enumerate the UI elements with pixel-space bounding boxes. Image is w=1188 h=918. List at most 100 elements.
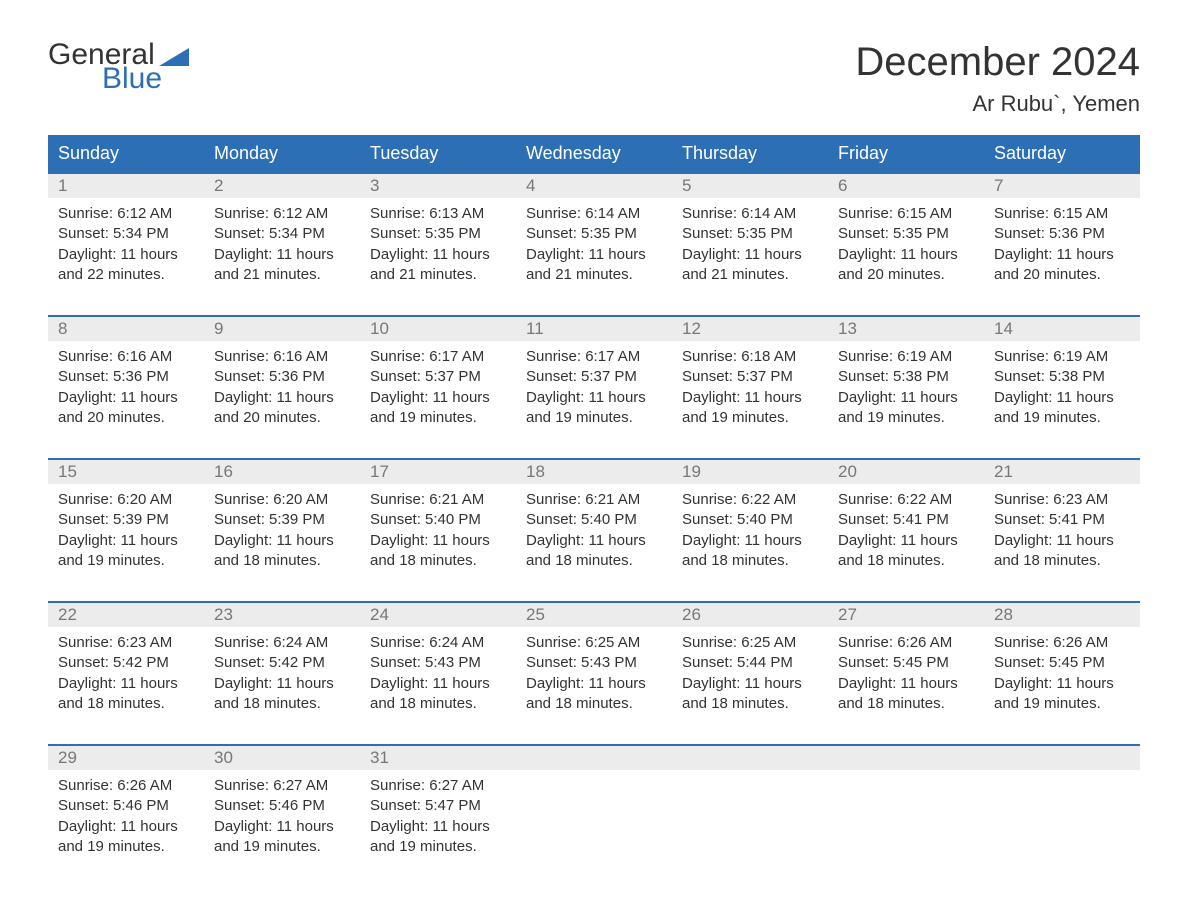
sunset-line: Sunset: 5:37 PM bbox=[370, 367, 506, 387]
day-cell bbox=[984, 770, 1140, 863]
daylight-line: Daylight: 11 hours and 19 minutes. bbox=[370, 388, 506, 429]
day-cell: Sunrise: 6:21 AMSunset: 5:40 PMDaylight:… bbox=[516, 484, 672, 577]
daylight-line: Daylight: 11 hours and 20 minutes. bbox=[58, 388, 194, 429]
day-number: 13 bbox=[828, 317, 984, 341]
sunset-line: Sunset: 5:43 PM bbox=[526, 653, 662, 673]
day-number: 12 bbox=[672, 317, 828, 341]
sunrise-line: Sunrise: 6:20 AM bbox=[214, 490, 350, 510]
day-cell: Sunrise: 6:16 AMSunset: 5:36 PMDaylight:… bbox=[48, 341, 204, 434]
dow-cell: Sunday bbox=[48, 135, 204, 172]
day-number bbox=[828, 746, 984, 770]
week-row: 22232425262728Sunrise: 6:23 AMSunset: 5:… bbox=[48, 601, 1140, 720]
sunset-line: Sunset: 5:35 PM bbox=[370, 224, 506, 244]
sunset-line: Sunset: 5:35 PM bbox=[838, 224, 974, 244]
daylight-line: Daylight: 11 hours and 18 minutes. bbox=[370, 531, 506, 572]
day-number-strip: 22232425262728 bbox=[48, 603, 1140, 627]
sunrise-line: Sunrise: 6:12 AM bbox=[214, 204, 350, 224]
sunset-line: Sunset: 5:46 PM bbox=[58, 796, 194, 816]
day-cell: Sunrise: 6:26 AMSunset: 5:45 PMDaylight:… bbox=[828, 627, 984, 720]
sunrise-line: Sunrise: 6:24 AM bbox=[370, 633, 506, 653]
daylight-line: Daylight: 11 hours and 19 minutes. bbox=[214, 817, 350, 858]
sunrise-line: Sunrise: 6:15 AM bbox=[838, 204, 974, 224]
day-number: 29 bbox=[48, 746, 204, 770]
day-number: 27 bbox=[828, 603, 984, 627]
day-number: 1 bbox=[48, 174, 204, 198]
day-number: 21 bbox=[984, 460, 1140, 484]
sunset-line: Sunset: 5:38 PM bbox=[994, 367, 1130, 387]
sunrise-line: Sunrise: 6:26 AM bbox=[994, 633, 1130, 653]
daylight-line: Daylight: 11 hours and 21 minutes. bbox=[370, 245, 506, 286]
sunrise-line: Sunrise: 6:21 AM bbox=[370, 490, 506, 510]
sunrise-line: Sunrise: 6:26 AM bbox=[58, 776, 194, 796]
day-number: 30 bbox=[204, 746, 360, 770]
day-number: 6 bbox=[828, 174, 984, 198]
day-cell: Sunrise: 6:18 AMSunset: 5:37 PMDaylight:… bbox=[672, 341, 828, 434]
title-block: December 2024 Ar Rubu`, Yemen bbox=[855, 40, 1140, 117]
day-number bbox=[672, 746, 828, 770]
sunset-line: Sunset: 5:39 PM bbox=[58, 510, 194, 530]
day-cell: Sunrise: 6:25 AMSunset: 5:43 PMDaylight:… bbox=[516, 627, 672, 720]
week-row: 1234567Sunrise: 6:12 AMSunset: 5:34 PMDa… bbox=[48, 172, 1140, 291]
sunset-line: Sunset: 5:45 PM bbox=[994, 653, 1130, 673]
dow-cell: Thursday bbox=[672, 135, 828, 172]
day-cell: Sunrise: 6:25 AMSunset: 5:44 PMDaylight:… bbox=[672, 627, 828, 720]
day-number: 19 bbox=[672, 460, 828, 484]
day-number-strip: 1234567 bbox=[48, 174, 1140, 198]
daylight-line: Daylight: 11 hours and 19 minutes. bbox=[58, 531, 194, 572]
day-number: 10 bbox=[360, 317, 516, 341]
day-number: 24 bbox=[360, 603, 516, 627]
sunrise-line: Sunrise: 6:22 AM bbox=[682, 490, 818, 510]
daylight-line: Daylight: 11 hours and 18 minutes. bbox=[526, 674, 662, 715]
day-number: 28 bbox=[984, 603, 1140, 627]
sunrise-line: Sunrise: 6:21 AM bbox=[526, 490, 662, 510]
sunrise-line: Sunrise: 6:19 AM bbox=[838, 347, 974, 367]
day-number bbox=[516, 746, 672, 770]
sunset-line: Sunset: 5:35 PM bbox=[526, 224, 662, 244]
sunrise-line: Sunrise: 6:23 AM bbox=[994, 490, 1130, 510]
sunrise-line: Sunrise: 6:20 AM bbox=[58, 490, 194, 510]
daylight-line: Daylight: 11 hours and 22 minutes. bbox=[58, 245, 194, 286]
daylight-line: Daylight: 11 hours and 18 minutes. bbox=[58, 674, 194, 715]
day-cell: Sunrise: 6:17 AMSunset: 5:37 PMDaylight:… bbox=[360, 341, 516, 434]
day-body-row: Sunrise: 6:23 AMSunset: 5:42 PMDaylight:… bbox=[48, 627, 1140, 720]
dow-cell: Wednesday bbox=[516, 135, 672, 172]
sunrise-line: Sunrise: 6:18 AM bbox=[682, 347, 818, 367]
sunrise-line: Sunrise: 6:25 AM bbox=[682, 633, 818, 653]
sunrise-line: Sunrise: 6:16 AM bbox=[58, 347, 194, 367]
daylight-line: Daylight: 11 hours and 20 minutes. bbox=[994, 245, 1130, 286]
day-number: 20 bbox=[828, 460, 984, 484]
sunset-line: Sunset: 5:38 PM bbox=[838, 367, 974, 387]
sunset-line: Sunset: 5:36 PM bbox=[214, 367, 350, 387]
sunrise-line: Sunrise: 6:27 AM bbox=[214, 776, 350, 796]
week-row: 15161718192021Sunrise: 6:20 AMSunset: 5:… bbox=[48, 458, 1140, 577]
sunset-line: Sunset: 5:40 PM bbox=[682, 510, 818, 530]
day-number: 22 bbox=[48, 603, 204, 627]
day-cell: Sunrise: 6:22 AMSunset: 5:41 PMDaylight:… bbox=[828, 484, 984, 577]
sunset-line: Sunset: 5:46 PM bbox=[214, 796, 350, 816]
day-cell: Sunrise: 6:15 AMSunset: 5:36 PMDaylight:… bbox=[984, 198, 1140, 291]
dow-cell: Friday bbox=[828, 135, 984, 172]
sunset-line: Sunset: 5:42 PM bbox=[58, 653, 194, 673]
sunrise-line: Sunrise: 6:26 AM bbox=[838, 633, 974, 653]
daylight-line: Daylight: 11 hours and 18 minutes. bbox=[370, 674, 506, 715]
daylight-line: Daylight: 11 hours and 19 minutes. bbox=[58, 817, 194, 858]
sunset-line: Sunset: 5:41 PM bbox=[838, 510, 974, 530]
day-cell: Sunrise: 6:15 AMSunset: 5:35 PMDaylight:… bbox=[828, 198, 984, 291]
day-cell: Sunrise: 6:14 AMSunset: 5:35 PMDaylight:… bbox=[516, 198, 672, 291]
sunrise-line: Sunrise: 6:13 AM bbox=[370, 204, 506, 224]
dow-cell: Saturday bbox=[984, 135, 1140, 172]
day-body-row: Sunrise: 6:26 AMSunset: 5:46 PMDaylight:… bbox=[48, 770, 1140, 863]
day-number: 14 bbox=[984, 317, 1140, 341]
sunrise-line: Sunrise: 6:25 AM bbox=[526, 633, 662, 653]
daylight-line: Daylight: 11 hours and 18 minutes. bbox=[838, 674, 974, 715]
day-cell: Sunrise: 6:20 AMSunset: 5:39 PMDaylight:… bbox=[204, 484, 360, 577]
day-of-week-header: SundayMondayTuesdayWednesdayThursdayFrid… bbox=[48, 135, 1140, 172]
day-number: 3 bbox=[360, 174, 516, 198]
week-row: 891011121314Sunrise: 6:16 AMSunset: 5:36… bbox=[48, 315, 1140, 434]
logo: General Blue bbox=[48, 40, 189, 94]
daylight-line: Daylight: 11 hours and 19 minutes. bbox=[994, 388, 1130, 429]
day-cell: Sunrise: 6:22 AMSunset: 5:40 PMDaylight:… bbox=[672, 484, 828, 577]
day-number: 5 bbox=[672, 174, 828, 198]
day-cell: Sunrise: 6:19 AMSunset: 5:38 PMDaylight:… bbox=[984, 341, 1140, 434]
day-cell: Sunrise: 6:26 AMSunset: 5:45 PMDaylight:… bbox=[984, 627, 1140, 720]
